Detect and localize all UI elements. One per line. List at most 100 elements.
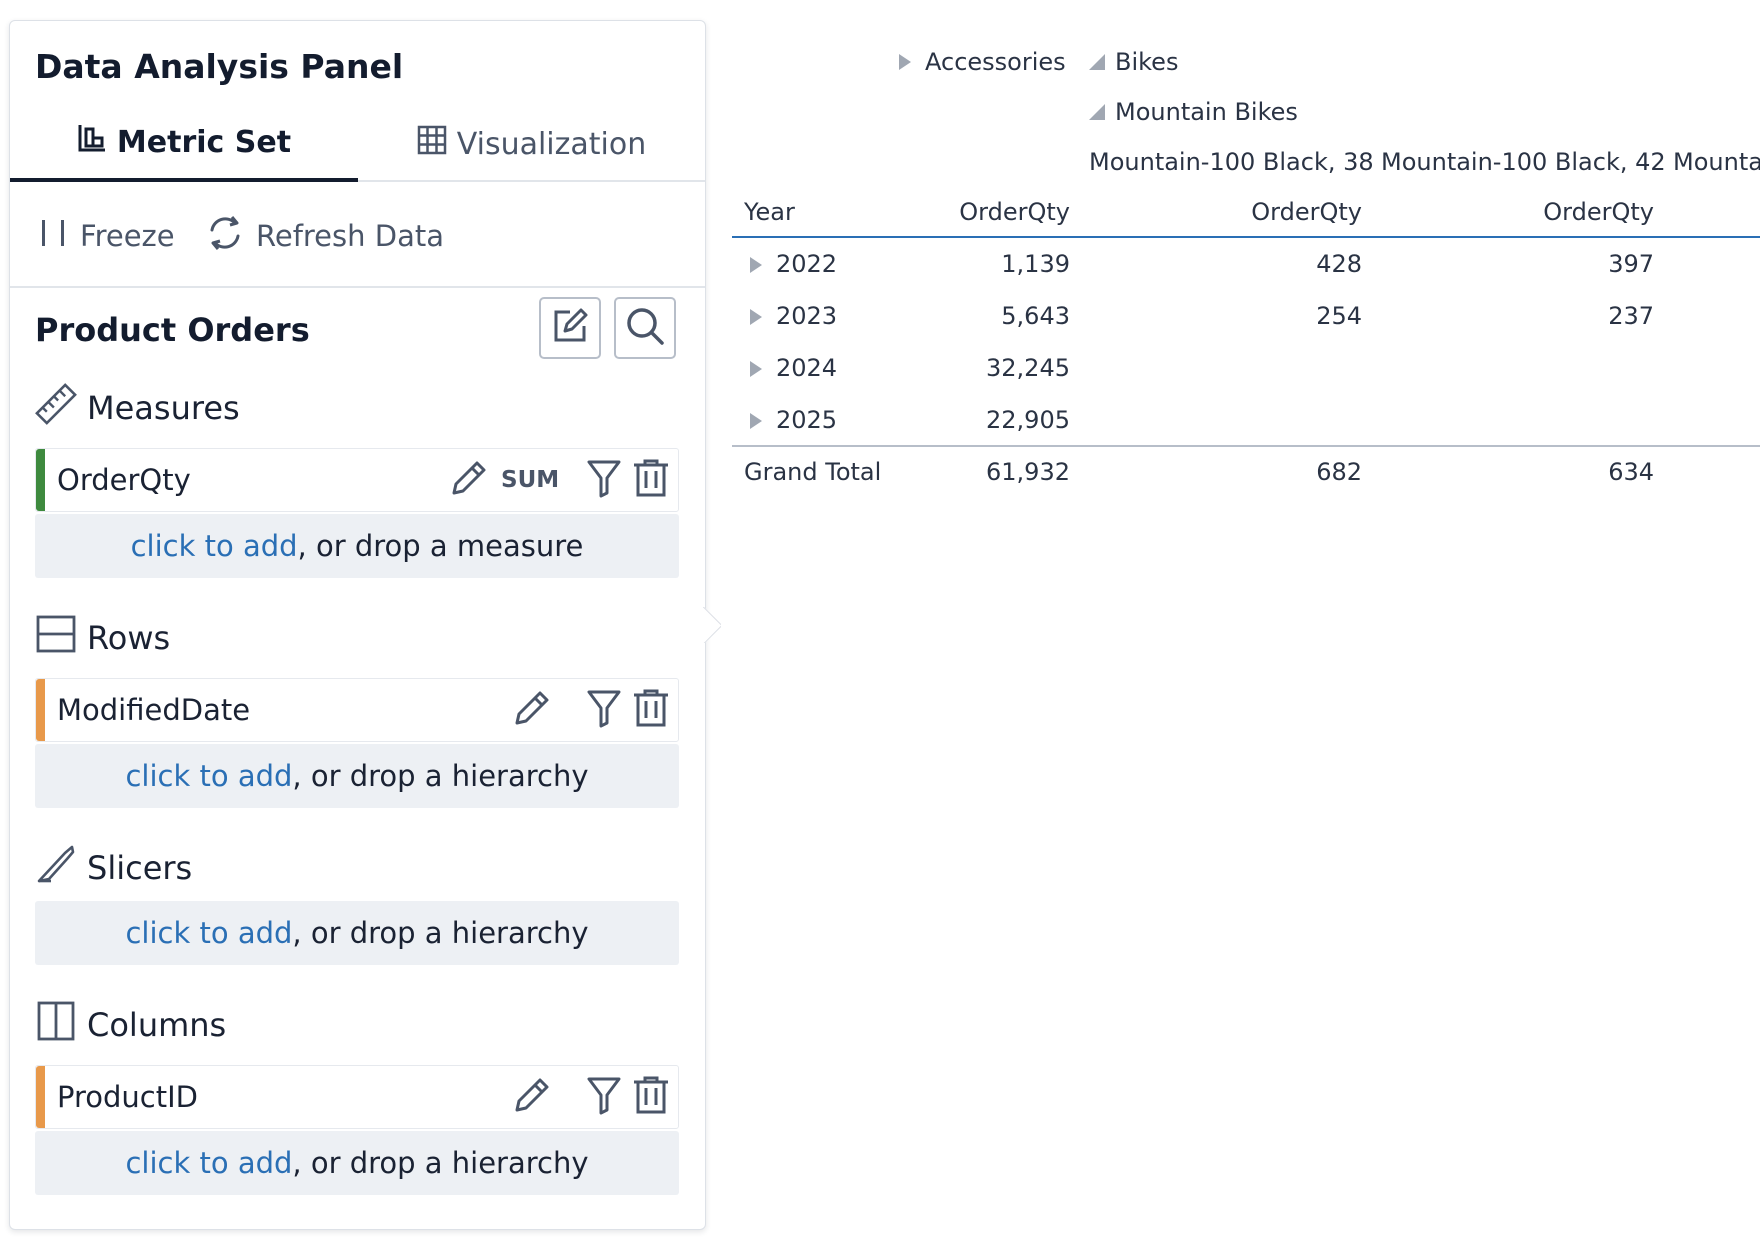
row-label-year: 2023 [776, 302, 838, 330]
measure-header: OrderQty [1251, 198, 1362, 226]
table-cell: 32,245 [986, 354, 1070, 382]
expand-row-icon[interactable] [750, 257, 762, 273]
table-cell: 428 [1316, 250, 1362, 278]
expand-accessories-icon[interactable] [899, 54, 911, 70]
remove-column-button[interactable] [629, 1075, 673, 1119]
freeze-label: Freeze [80, 219, 175, 253]
edit-icon [550, 306, 590, 350]
freeze-button[interactable]: Freeze [40, 184, 175, 288]
column-drop-zone[interactable]: click to add, or drop a hierarchy [35, 1131, 679, 1195]
column-subcategory-mountain-bikes: Mountain Bikes [1115, 98, 1298, 126]
table-cell: 397 [1608, 250, 1654, 278]
pivot-table: Accessories Bikes Mountain Bikes Mountai… [732, 40, 1760, 520]
column-field-productid[interactable]: ProductID [35, 1065, 679, 1129]
trash-icon [631, 1075, 671, 1119]
table-cell: 1,139 [1001, 250, 1070, 278]
collapse-bikes-icon[interactable] [1089, 54, 1105, 70]
trash-icon [631, 688, 671, 732]
add-column-link[interactable]: click to add [125, 1146, 293, 1180]
tab-visualization[interactable]: Visualization [358, 106, 705, 182]
expand-row-icon[interactable] [750, 361, 762, 377]
row-header-year: Year [744, 198, 795, 226]
tab-metric-set[interactable]: Metric Set [10, 106, 358, 182]
column-field-name: ProductID [57, 1080, 198, 1114]
measure-drop-zone[interactable]: click to add, or drop a measure [35, 514, 679, 578]
slicers-label: Slicers [87, 849, 193, 887]
filter-icon [586, 688, 622, 732]
column-category-bikes: Bikes [1115, 48, 1179, 76]
slicers-header: Slicers [35, 843, 192, 893]
panel-tabs: Metric Set Visualization [10, 106, 705, 182]
trash-icon [631, 458, 671, 502]
column-product-header: Mountain-100 Black, 42 [1381, 148, 1666, 176]
expand-row-icon[interactable] [750, 413, 762, 429]
section-title: Product Orders [35, 311, 310, 349]
table-cell: 5,643 [1001, 302, 1070, 330]
column-category-accessories: Accessories [925, 48, 1066, 76]
search-icon [624, 305, 666, 351]
search-button[interactable] [614, 297, 676, 359]
row-field-modifieddate[interactable]: ModifiedDate [35, 678, 679, 742]
pause-icon [40, 218, 80, 255]
measure-field-name: OrderQty [57, 463, 191, 497]
measures-header: Measures [35, 383, 240, 433]
knife-icon [35, 843, 87, 893]
refresh-data-button[interactable]: Refresh Data [206, 184, 444, 288]
pencil-icon [512, 1075, 552, 1119]
slicer-drop-text: , or drop a hierarchy [292, 916, 589, 950]
chart-building-icon [77, 123, 117, 161]
refresh-data-label: Refresh Data [256, 219, 444, 253]
grid-icon [417, 125, 457, 163]
measure-field-orderqty[interactable]: OrderQty SUM [35, 448, 679, 512]
filter-measure-button[interactable] [582, 458, 626, 502]
add-row-link[interactable]: click to add [125, 759, 293, 793]
add-slicer-link[interactable]: click to add [125, 916, 293, 950]
measure-color-stripe [36, 449, 45, 511]
column-product-header: Mounta [1673, 148, 1760, 176]
filter-icon [586, 458, 622, 502]
edit-measure-button[interactable] [447, 458, 491, 502]
edit-column-button[interactable] [510, 1075, 554, 1119]
grand-total-cell: 634 [1608, 458, 1654, 486]
expand-row-icon[interactable] [750, 309, 762, 325]
remove-measure-button[interactable] [629, 458, 673, 502]
remove-row-button[interactable] [629, 688, 673, 732]
row-field-name: ModifiedDate [57, 693, 251, 727]
columns-label: Columns [87, 1006, 227, 1044]
row-color-stripe [36, 679, 45, 741]
column-product-header: Mountain-100 Black, 38 [1089, 148, 1374, 176]
edit-row-button[interactable] [510, 688, 554, 732]
row-label-year: 2022 [776, 250, 838, 278]
panel-title: Data Analysis Panel [35, 47, 404, 86]
slicer-drop-zone[interactable]: click to add, or drop a hierarchy [35, 901, 679, 965]
panel-pointer [703, 607, 721, 643]
grand-total-label: Grand Total [744, 458, 882, 486]
filter-icon [586, 1075, 622, 1119]
table-cell: 22,905 [986, 406, 1070, 434]
edit-button[interactable] [539, 297, 601, 359]
rows-label: Rows [87, 619, 171, 657]
grand-total-cell: 61,932 [986, 458, 1070, 486]
filter-row-button[interactable] [582, 688, 626, 732]
measure-header: OrderQty [959, 198, 1070, 226]
measure-header: OrderQty [1543, 198, 1654, 226]
header-divider [732, 236, 1760, 238]
columns-header: Columns [35, 1000, 226, 1050]
filter-column-button[interactable] [582, 1075, 626, 1119]
column-color-stripe [36, 1066, 45, 1128]
row-label-year: 2024 [776, 354, 838, 382]
collapse-mountain-bikes-icon[interactable] [1089, 104, 1105, 120]
measures-label: Measures [87, 389, 240, 427]
rows-icon [35, 613, 87, 663]
table-cell: 254 [1316, 302, 1362, 330]
tab-visualization-label: Visualization [456, 126, 647, 162]
row-drop-zone[interactable]: click to add, or drop a hierarchy [35, 744, 679, 808]
grand-total-cell: 682 [1316, 458, 1362, 486]
row-label-year: 2025 [776, 406, 838, 434]
rows-header: Rows [35, 613, 170, 663]
aggregation-button[interactable]: SUM [501, 467, 560, 493]
table-cell: 237 [1608, 302, 1654, 330]
measure-drop-text: , or drop a measure [297, 529, 584, 563]
add-measure-link[interactable]: click to add [130, 529, 298, 563]
refresh-icon [206, 214, 256, 259]
